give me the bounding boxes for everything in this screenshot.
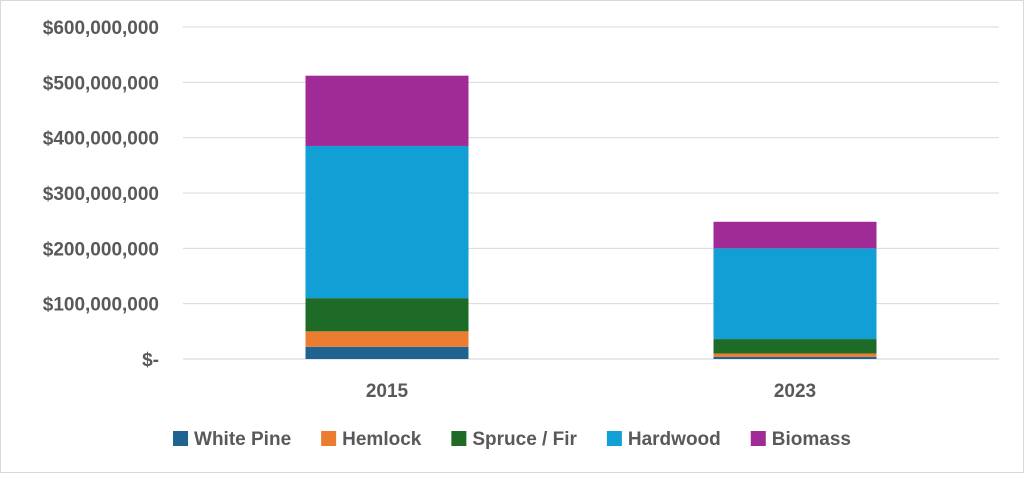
legend-item-white-pine: White Pine	[173, 429, 291, 450]
y-tick-label: $-	[142, 350, 159, 371]
legend-swatch	[750, 431, 766, 446]
bar-segment-hemlock-2015	[305, 331, 469, 347]
legend-label: White Pine	[194, 429, 291, 450]
y-tick-label: $300,000,000	[43, 184, 159, 205]
gridlines	[183, 26, 999, 360]
legend-label: Biomass	[772, 429, 851, 450]
y-tick-label: $500,000,000	[43, 73, 159, 94]
y-tick-label: $100,000,000	[43, 295, 159, 316]
legend-swatch	[606, 431, 622, 446]
bar-segment-hemlock-2023	[713, 353, 877, 357]
bar-segment-spruce-fir-2023	[713, 339, 877, 354]
legend-label: Hemlock	[342, 429, 422, 450]
bar-segment-hardwood-2023	[713, 248, 877, 340]
x-category-label: 2023	[774, 381, 816, 402]
y-tick-label: $400,000,000	[43, 129, 159, 150]
bars	[305, 75, 877, 359]
bar-segment-hardwood-2015	[305, 145, 469, 299]
legend-swatch	[173, 431, 189, 446]
bar-segment-biomass-2023	[713, 221, 877, 249]
bar-segment-biomass-2015	[305, 75, 469, 146]
bar-segment-white-pine-2015	[305, 346, 469, 359]
bar-segment-spruce-fir-2015	[305, 298, 469, 332]
legend-item-hardwood: Hardwood	[606, 429, 721, 450]
bar-segment-white-pine-2023	[713, 356, 877, 359]
legend: White Pine Hemlock Spruce / Fir Hardwood Bio…	[173, 429, 851, 450]
y-tick-label: $600,000,000	[43, 18, 159, 39]
x-axis-category-labels: 2015 2023	[366, 381, 816, 402]
legend-swatch	[451, 431, 467, 446]
y-axis-tick-labels: $- $100,000,000 $200,000,000 $300,000,000 $4…	[43, 18, 159, 371]
x-category-label: 2015	[366, 381, 409, 402]
legend-item-spruce-fir: Spruce / Fir	[451, 429, 577, 450]
legend-item-biomass: Biomass	[750, 429, 851, 450]
legend-item-hemlock: Hemlock	[321, 429, 422, 450]
legend-label: Spruce / Fir	[472, 429, 577, 450]
y-tick-label: $200,000,000	[43, 239, 159, 260]
legend-swatch	[321, 431, 337, 446]
legend-label: Hardwood	[628, 429, 721, 450]
